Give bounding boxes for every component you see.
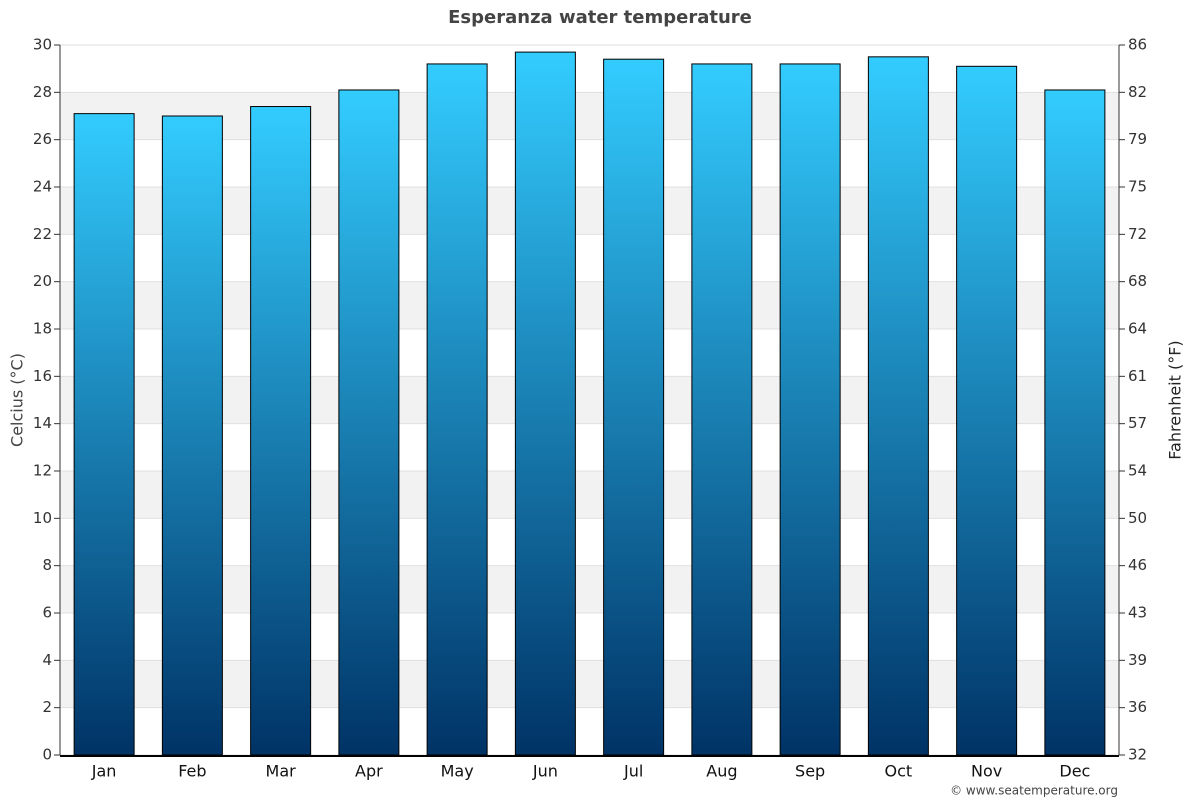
y-tick-label: 0 bbox=[42, 746, 52, 764]
credit: © www.seatemperature.org bbox=[950, 784, 1118, 798]
y-tick-label: 18 bbox=[33, 320, 52, 338]
y-tick-label: 14 bbox=[33, 414, 52, 432]
y-tick-label: 30 bbox=[33, 36, 52, 54]
grid-band bbox=[60, 187, 1119, 235]
grid-band bbox=[60, 565, 1119, 613]
y-tick-label: 6 bbox=[42, 604, 52, 622]
y-tick-label: 8 bbox=[42, 556, 52, 574]
chart-title: Esperanza water temperature bbox=[448, 7, 752, 28]
y2-tick-label: 86 bbox=[1128, 36, 1147, 54]
x-tick-label: Feb bbox=[178, 762, 206, 781]
y2-tick-label: 64 bbox=[1128, 320, 1147, 338]
bar bbox=[867, 56, 929, 756]
y-tick-label: 20 bbox=[33, 272, 52, 290]
grid-band bbox=[60, 281, 1119, 329]
y2-tick-label: 36 bbox=[1128, 698, 1147, 716]
y-tick-label: 22 bbox=[33, 225, 52, 243]
y-tick-label: 4 bbox=[42, 651, 52, 669]
x-tick-label: Jul bbox=[623, 762, 643, 781]
y2-tick-label: 50 bbox=[1128, 509, 1147, 527]
y2-tick-label: 75 bbox=[1128, 178, 1147, 196]
y-axis-title: Celcius (°C) bbox=[8, 353, 27, 447]
y2-tick-label: 39 bbox=[1128, 651, 1147, 669]
y-tick-label: 10 bbox=[33, 509, 52, 527]
bar bbox=[250, 106, 312, 756]
y2-tick-label: 61 bbox=[1128, 367, 1147, 385]
y2-tick-label: 72 bbox=[1128, 225, 1147, 243]
x-tick-label: Dec bbox=[1059, 762, 1090, 781]
y-tick-label: 12 bbox=[33, 462, 52, 480]
x-tick-label: Jan bbox=[91, 762, 117, 781]
y-tick-label: 16 bbox=[33, 367, 52, 385]
x-tick-label: Aug bbox=[706, 762, 737, 781]
bar bbox=[1044, 89, 1106, 756]
bar bbox=[338, 89, 400, 756]
y2-tick-label: 79 bbox=[1128, 130, 1147, 148]
y2-axis-title: Fahrenheit (°F) bbox=[1166, 340, 1185, 459]
grid-band bbox=[60, 471, 1119, 519]
grid-band bbox=[60, 660, 1119, 708]
x-tick-label: Oct bbox=[885, 762, 913, 781]
bar bbox=[603, 58, 665, 756]
x-tick-label: Sep bbox=[795, 762, 825, 781]
grid-band bbox=[60, 92, 1119, 140]
x-tick-label: Nov bbox=[971, 762, 1002, 781]
x-tick-label: May bbox=[441, 762, 474, 781]
y-tick-label: 26 bbox=[33, 130, 52, 148]
y-tick-label: 24 bbox=[33, 178, 52, 196]
y2-tick-label: 32 bbox=[1128, 746, 1147, 764]
y2-tick-label: 68 bbox=[1128, 272, 1147, 290]
bar bbox=[956, 65, 1018, 756]
y2-tick-label: 43 bbox=[1128, 604, 1147, 622]
bar bbox=[426, 63, 488, 756]
y2-tick-label: 82 bbox=[1128, 83, 1147, 101]
bar bbox=[514, 51, 576, 756]
y2-tick-label: 57 bbox=[1128, 414, 1147, 432]
bar bbox=[161, 115, 223, 756]
x-tick-label: Mar bbox=[266, 762, 297, 781]
bar bbox=[73, 113, 135, 756]
y2-tick-label: 46 bbox=[1128, 556, 1147, 574]
y-tick-label: 2 bbox=[42, 698, 52, 716]
x-tick-label: Apr bbox=[355, 762, 383, 781]
grid-band bbox=[60, 376, 1119, 424]
bar bbox=[779, 63, 841, 756]
y2-tick-label: 54 bbox=[1128, 462, 1147, 480]
y-tick-label: 28 bbox=[33, 83, 52, 101]
bar bbox=[691, 63, 753, 756]
x-tick-label: Jun bbox=[532, 762, 558, 781]
